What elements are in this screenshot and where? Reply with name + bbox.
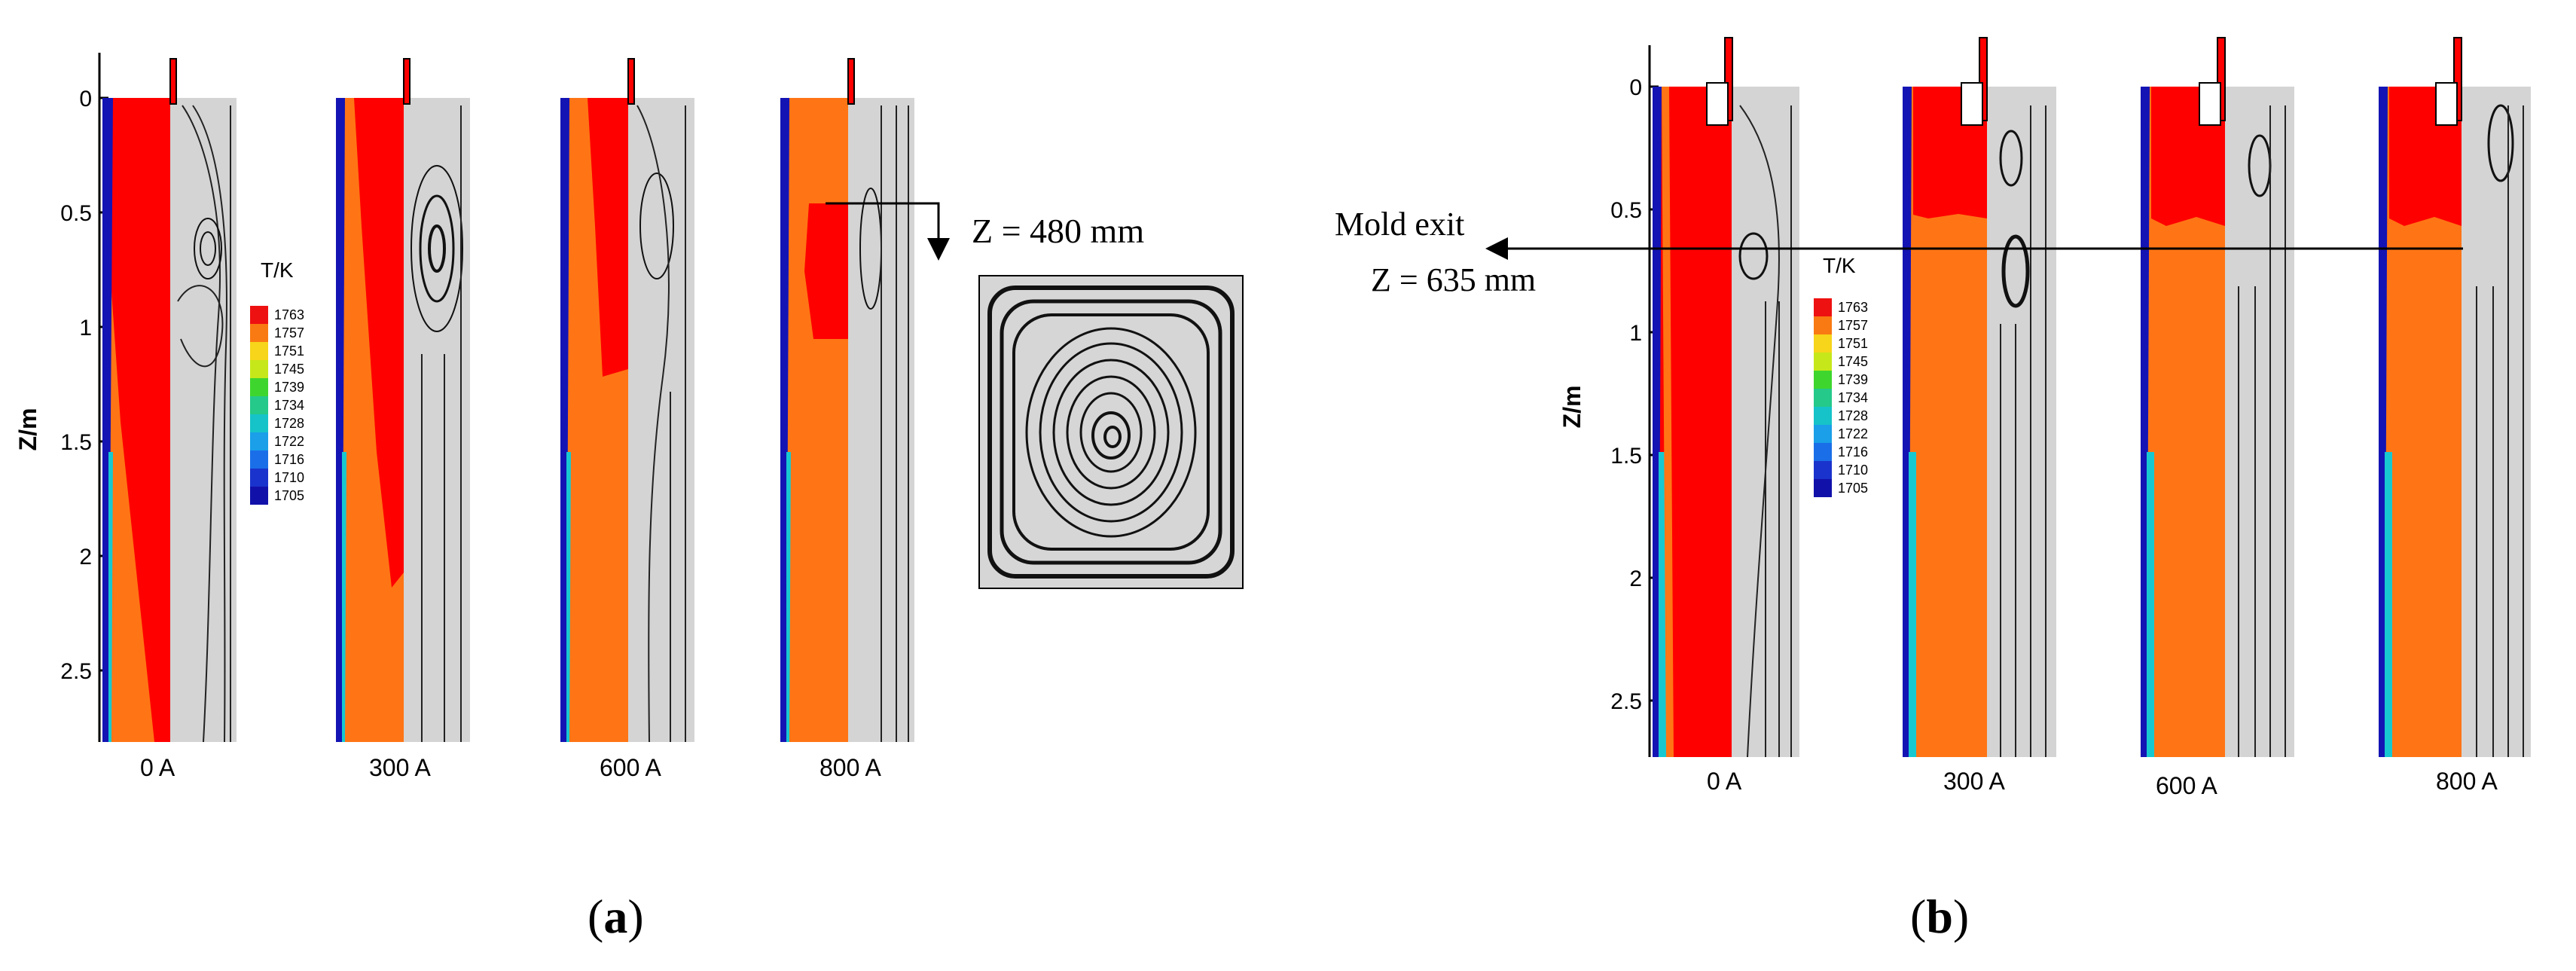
- colorbar-level: 1716: [274, 452, 304, 467]
- strand-300A: [1903, 37, 2056, 757]
- colorbar-level: 1734: [1838, 390, 1868, 405]
- z-tick-label: 0: [1629, 75, 1642, 100]
- caption-a-letter: a: [603, 890, 628, 943]
- colorbar-level: 1722: [1838, 426, 1868, 441]
- colorbar-level: 1705: [1838, 481, 1868, 496]
- z-tick-label: 1.5: [1610, 444, 1642, 469]
- colorbar-level: 1710: [274, 470, 304, 485]
- strand-800A: [2379, 37, 2531, 757]
- current-label: 800 A: [819, 754, 882, 781]
- colorbar-level: 1751: [1838, 336, 1868, 351]
- current-label: 300 A: [1943, 768, 2006, 795]
- caption-b-letter: b: [1926, 890, 1953, 943]
- z-tick-label: 2: [1629, 566, 1642, 591]
- current-label: 800 A: [2436, 768, 2498, 795]
- colorbar-level: 1728: [274, 416, 304, 431]
- colorbar-level: 1722: [274, 434, 304, 449]
- strand-600A: [560, 58, 694, 743]
- annotation-z480: Z = 480 mm: [972, 212, 1144, 250]
- annotation-mold-exit: Mold exit: [1335, 206, 1464, 243]
- strand-0A: [102, 58, 237, 743]
- strand-600A: [2141, 37, 2294, 757]
- colorbar-level: 1757: [1838, 318, 1868, 333]
- colorbar-a: T/K 1763 1757 1751 1745 1739 1734 1728 1…: [250, 258, 304, 505]
- strand-800A: [780, 58, 914, 742]
- z-tick-label: 1: [1629, 321, 1642, 346]
- current-label: 0 A: [140, 754, 175, 781]
- colorbar-level: 1739: [1838, 372, 1868, 387]
- panel-b: Z/m 0 0.5 1 1.5 2 2.5: [1335, 37, 2531, 799]
- colorbar-level: 1763: [1838, 300, 1868, 315]
- annotation-z635: Z = 635 mm: [1371, 261, 1536, 298]
- current-label: 600 A: [600, 754, 662, 781]
- colorbar-level: 1739: [274, 380, 304, 395]
- panel-a: Z/m 0 0.5 1 1.5 2 2.5: [14, 53, 1244, 781]
- colorbar-title: T/K: [261, 258, 294, 282]
- colorbar-level: 1728: [1838, 408, 1868, 423]
- colorbar-level: 1705: [274, 488, 304, 503]
- colorbar-level: 1745: [274, 362, 304, 377]
- cross-section-vortex: [978, 275, 1244, 589]
- colorbar-level: 1757: [274, 325, 304, 340]
- colorbar-level: 1763: [274, 307, 304, 322]
- z-tick-label: 2.5: [1610, 689, 1642, 714]
- colorbar-b: T/K 1763 1757 1751 1745 1739 1734 1728 1…: [1814, 254, 1868, 497]
- current-label: 300 A: [369, 754, 432, 781]
- caption-a: (a): [588, 890, 644, 943]
- z-tick-label: 1: [79, 316, 92, 340]
- colorbar-level: 1734: [274, 398, 304, 413]
- current-label: 600 A: [2156, 772, 2218, 799]
- current-label: 0 A: [1707, 768, 1742, 795]
- colorbar-title: T/K: [1823, 254, 1856, 277]
- caption-b: (b): [1910, 890, 1970, 943]
- colorbar-level: 1751: [274, 344, 304, 359]
- annotation-arrow-a: [826, 202, 950, 261]
- strand-0A: [1653, 37, 1799, 758]
- z-axis-label: Z/m: [14, 408, 41, 451]
- z-tick-label: 0.5: [60, 201, 92, 226]
- z-axis-label: Z/m: [1558, 386, 1586, 429]
- colorbar-level: 1745: [1838, 354, 1868, 369]
- strand-300A: [336, 58, 470, 742]
- z-tick-label: 0: [79, 87, 92, 111]
- z-tick-label: 1.5: [60, 430, 92, 455]
- z-tick-label: 2: [79, 545, 92, 569]
- z-tick-label: 2.5: [60, 659, 92, 684]
- z-tick-label: 0.5: [1610, 198, 1642, 223]
- colorbar-level: 1710: [1838, 463, 1868, 478]
- colorbar-level: 1716: [1838, 444, 1868, 460]
